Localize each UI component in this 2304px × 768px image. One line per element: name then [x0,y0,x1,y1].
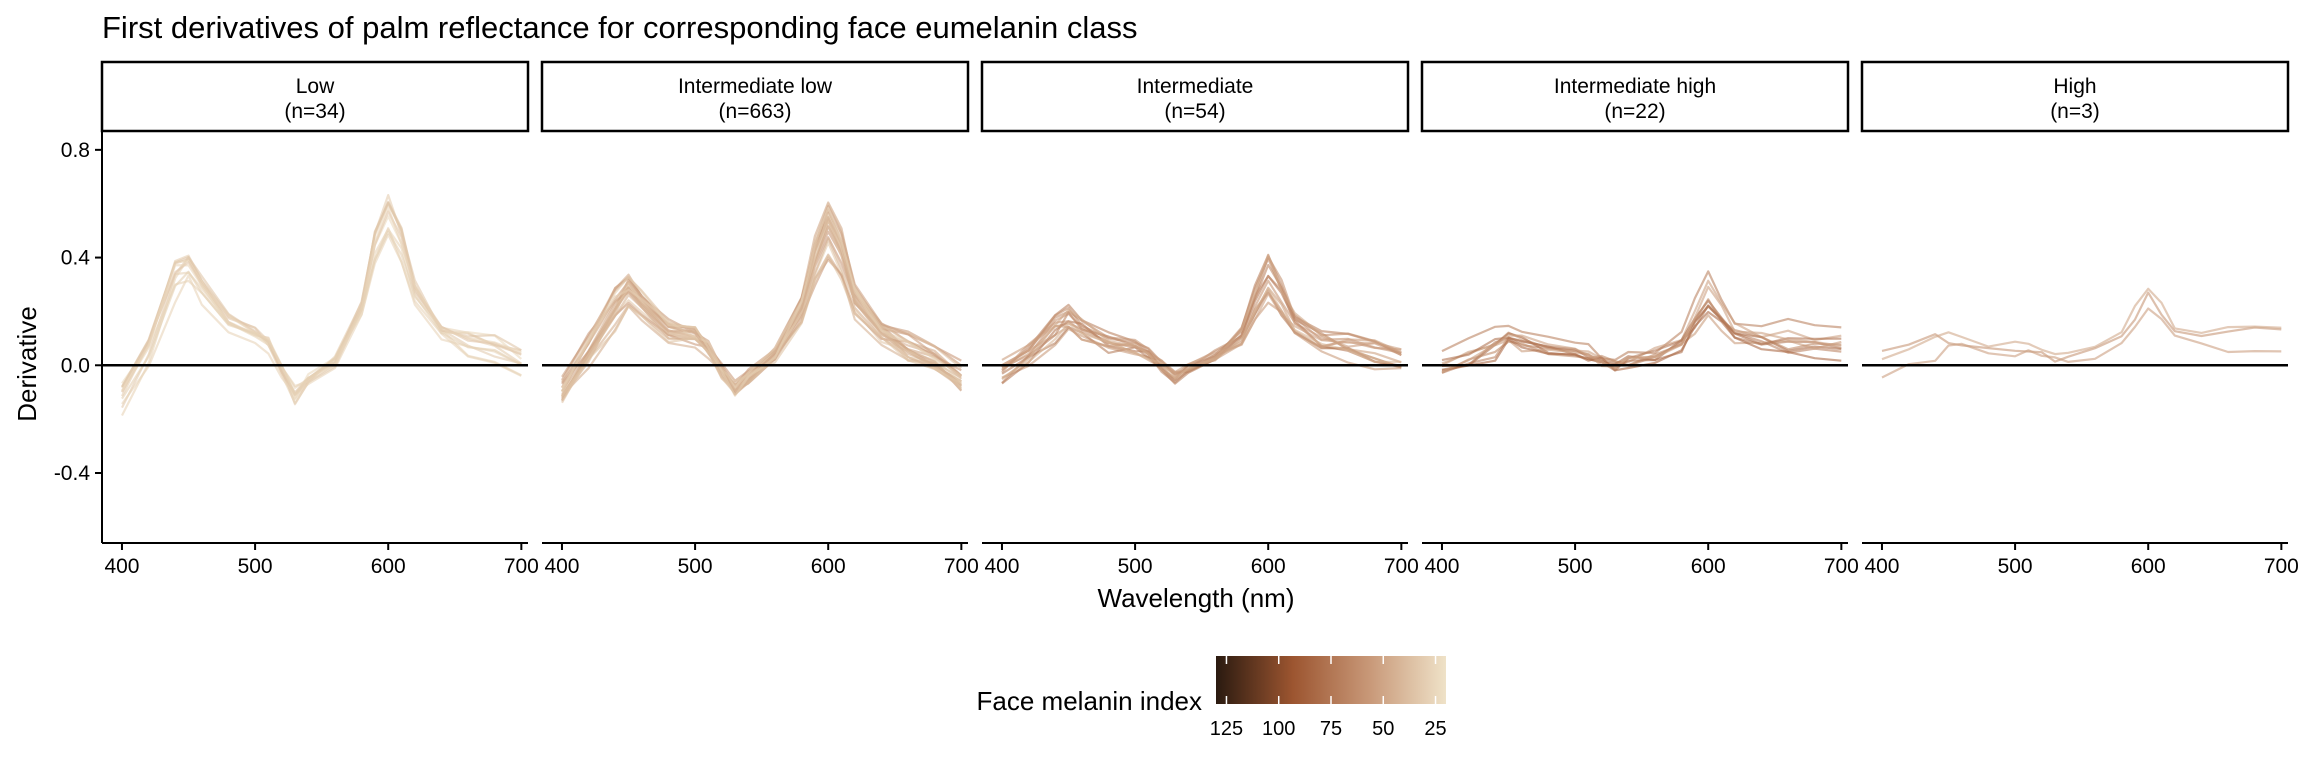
x-tick-label: 600 [1691,555,1726,578]
facet-label: Intermediate [1137,75,1254,98]
legend-title: Face melanin index [977,686,1202,716]
x-tick-label: 500 [1118,555,1153,578]
facet-label: High [2053,75,2096,98]
series-line [121,230,522,400]
series-line [1441,285,1842,373]
series-lines [1881,287,2282,379]
x-tick-label: 500 [678,555,713,578]
color-legend: Face melanin index 125 100 75 50 25 [977,656,1447,740]
series-line [121,233,522,405]
facet-strip [1860,60,2290,133]
x-tick-label: 400 [544,555,579,578]
facet-panel: High(n=3) 400 500 600 700 [1860,60,2299,578]
series-line [1441,305,1842,370]
facet-panel: Intermediate low(n=663) 400 500 600 700 [540,60,979,578]
x-tick-label: 400 [104,555,139,578]
facet-count: (n=22) [1604,100,1665,123]
series-line [1881,291,2282,363]
legend-tick-label: 75 [1320,718,1342,740]
series-line [561,253,962,397]
facet-count: (n=663) [719,100,792,123]
x-tick-label: 500 [1558,555,1593,578]
y-tick-label: -0.4 [54,462,91,485]
y-tick-label: 0.0 [61,354,90,377]
legend-tick-label: 50 [1372,718,1394,740]
series-line [121,202,522,416]
x-tick-label: 500 [1998,555,2033,578]
series-lines [1001,253,1402,385]
y-axis-label: Derivative [12,306,42,422]
legend-ticks: 125 100 75 50 25 [1210,656,1447,740]
series-line [561,219,963,404]
series-line [561,216,962,398]
x-tick-label: 600 [811,555,846,578]
y-tick-label: 0.8 [61,139,90,162]
x-tick-label: 400 [1864,555,1899,578]
series-line [121,200,522,394]
x-tick-label: 700 [1384,555,1419,578]
facet-panel: Low(n=34) 400 500 600 700 [100,60,539,578]
chart-title: First derivatives of palm reflectance fo… [102,10,1138,45]
series-line [561,206,963,397]
facet-label: Intermediate high [1554,75,1716,98]
legend-tick-label: 125 [1210,718,1243,740]
series-line [1441,270,1842,361]
series-lines [121,194,523,416]
y-tick-label: 0.4 [61,247,91,270]
series-lines [1441,270,1842,374]
x-axis-label: Wavelength (nm) [1098,583,1295,613]
series-line [1881,307,2282,379]
series-lines [561,201,963,404]
facet-panel: Intermediate high(n=22) 400 500 600 700 [1420,60,1859,578]
x-tick-label: 400 [1424,555,1459,578]
facet-strip [980,60,1410,133]
facet-label: Intermediate low [678,75,833,98]
facet-label: Low [296,75,335,98]
facet-strip [100,60,530,133]
series-line [1881,287,2282,361]
facet-panel: Intermediate(n=54) 400 500 600 700 [980,60,1419,578]
x-tick-label: 700 [944,555,979,578]
x-tick-label: 400 [984,555,1019,578]
facet-count: (n=34) [284,100,345,123]
y-axis: 0.8 0.4 0.0 -0.4 [54,131,103,543]
x-tick-label: 600 [1251,555,1286,578]
series-line [561,254,962,397]
series-line [1001,291,1402,373]
facet-strip [540,60,970,133]
legend-tick-label: 100 [1262,718,1295,740]
x-tick-label: 600 [2131,555,2166,578]
facet-count: (n=54) [1164,100,1225,123]
facet-strip [1420,60,1850,133]
x-tick-label: 700 [504,555,539,578]
series-line [561,213,962,389]
x-tick-label: 700 [1824,555,1859,578]
x-tick-label: 500 [238,555,273,578]
series-line [1441,310,1842,372]
x-tick-label: 600 [371,555,406,578]
facet-count: (n=3) [2050,100,2100,123]
legend-tick-label: 25 [1424,718,1446,740]
x-tick-label: 700 [2264,555,2299,578]
series-line [1001,253,1402,381]
